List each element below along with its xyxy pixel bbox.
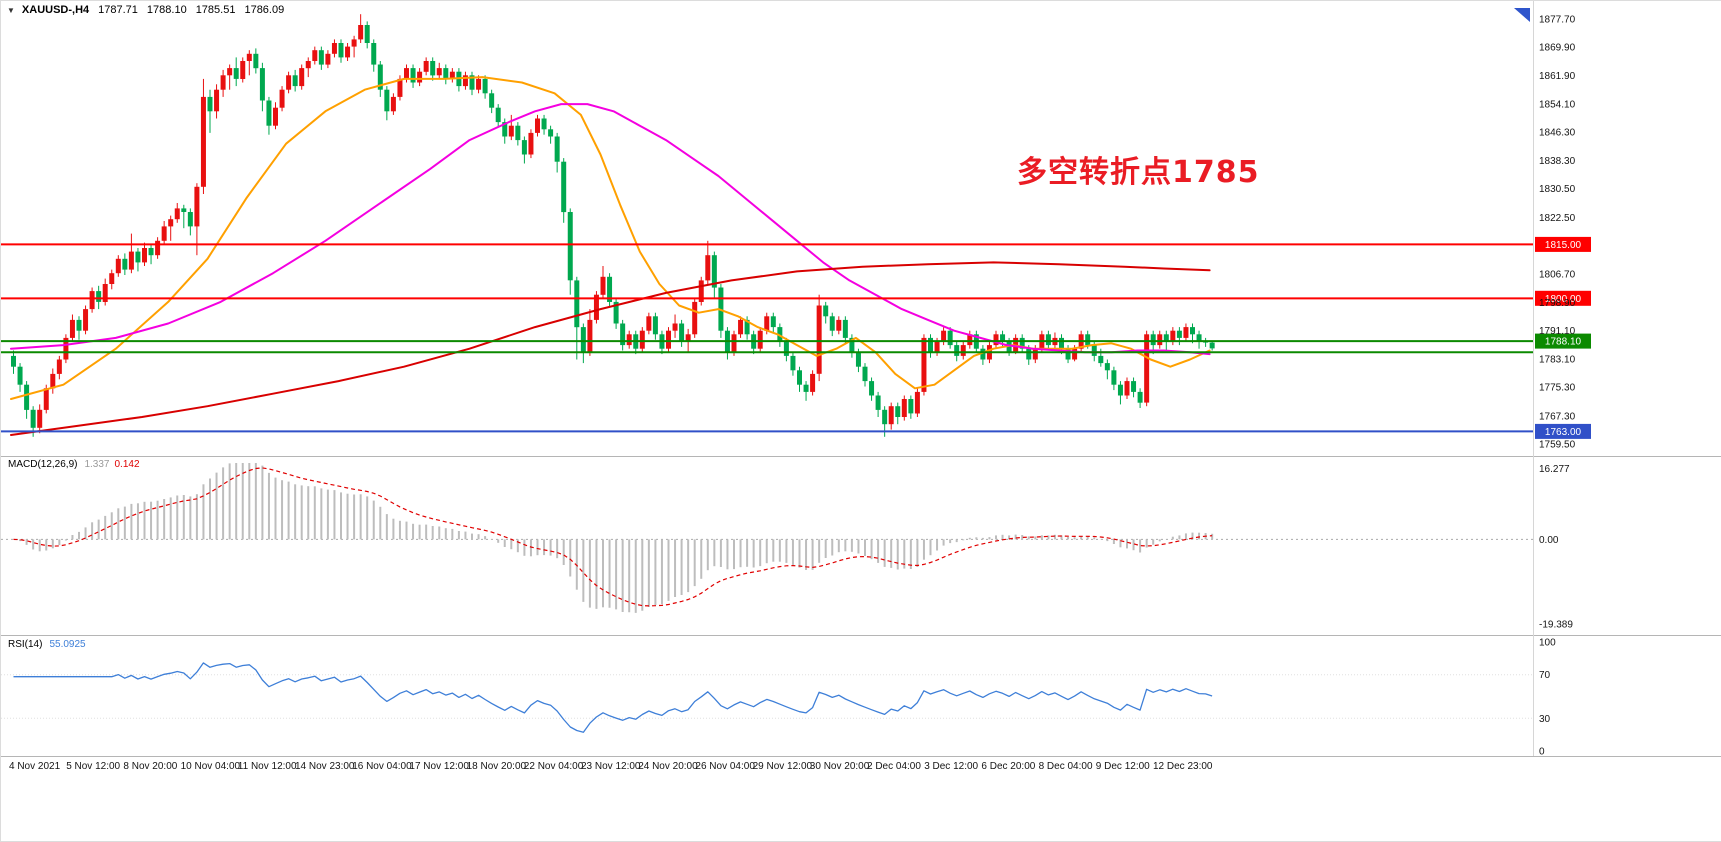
rsi-axis-tick: 0 <box>1539 747 1545 758</box>
resistance-line-1800-badge <box>1535 290 1591 306</box>
price-tick: 1830.50 <box>1539 184 1576 195</box>
support-line-1763-badge-label: 1763.00 <box>1545 427 1582 438</box>
rsi-value: 55.0925 <box>49 639 86 650</box>
macd-signal-line <box>13 467 1213 607</box>
time-axis-label: 26 Nov 04:00 <box>695 761 755 772</box>
close-value: 1786.09 <box>244 4 285 16</box>
time-axis-label: 24 Nov 20:00 <box>638 761 698 772</box>
time-axis-label: 6 Dec 20:00 <box>981 761 1035 772</box>
time-axis-label: 23 Nov 12:00 <box>581 761 641 772</box>
time-axis-label: 30 Nov 20:00 <box>810 761 870 772</box>
price-tick: 1798.90 <box>1539 298 1576 309</box>
price-tick: 1869.90 <box>1539 42 1576 53</box>
chart-shift-marker-icon[interactable] <box>1514 8 1530 22</box>
resistance-line-1815-badge <box>1535 236 1591 252</box>
support-line-1763-badge <box>1535 423 1591 439</box>
time-axis-label: 3 Dec 12:00 <box>924 761 978 772</box>
time-axis-label: 9 Dec 12:00 <box>1096 761 1150 772</box>
support-zone-upper-1788-badge-label: 1788.10 <box>1545 337 1582 348</box>
price-tick: 1854.10 <box>1539 99 1576 110</box>
rsi-indicator-label: RSI(14) 55.0925 <box>8 639 86 650</box>
rsi-axis-tick: 100 <box>1539 638 1556 649</box>
time-axis-label: 8 Nov 20:00 <box>123 761 177 772</box>
price-tick: 1838.30 <box>1539 156 1576 167</box>
time-axis-label: 17 Nov 12:00 <box>409 761 469 772</box>
price-tick: 1775.30 <box>1539 383 1576 394</box>
price-axis-ticks[interactable]: 1877.70 1869.90 1861.90 1854.10 1846.30 1838.… <box>1539 14 1576 450</box>
macd-main-value: 1.337 <box>84 459 110 470</box>
time-axis-label: 8 Dec 04:00 <box>1039 761 1093 772</box>
price-tick: 1861.90 <box>1539 71 1576 82</box>
macd-name: MACD(12,26,9) <box>8 459 78 470</box>
macd-histogram <box>12 463 1214 613</box>
price-tick: 1791.10 <box>1539 326 1576 337</box>
price-tick: 1806.70 <box>1539 270 1576 281</box>
rsi-axis-tick: 70 <box>1539 670 1551 681</box>
macd-axis-tick: -19.389 <box>1539 620 1573 631</box>
support-zone-upper-1788-badge <box>1535 333 1591 349</box>
text-annotation-turning-point[interactable]: 多空转折点1785 <box>1017 155 1260 190</box>
time-axis-labels[interactable]: 4 Nov 2021 5 Nov 12:00 8 Nov 20:00 10 Nov 0… <box>9 761 1213 772</box>
resistance-line-1800-badge-label: 1800.00 <box>1545 294 1582 305</box>
collapse-arrow-icon[interactable]: ▼ <box>7 5 15 15</box>
candles <box>11 14 1215 437</box>
time-axis-label: 2 Dec 04:00 <box>867 761 921 772</box>
ma-mid-magenta <box>10 103 1211 356</box>
price-tick: 1759.50 <box>1539 440 1576 451</box>
time-axis-label: 10 Nov 04:00 <box>181 761 241 772</box>
ma-slow-red <box>10 261 1211 436</box>
ma-fast-orange <box>10 76 1211 400</box>
macd-indicator-label: MACD(12,26,9) 1.337 0.142 <box>8 459 140 470</box>
time-axis-label: 11 Nov 12:00 <box>238 761 297 772</box>
symbol-period-label: XAUUSD-,H4 <box>21 4 90 16</box>
macd-signal-value: 0.142 <box>114 459 140 470</box>
rsi-name: RSI(14) <box>8 639 43 650</box>
price-tick: 1767.30 <box>1539 412 1576 423</box>
time-axis-label: 4 Nov 2021 <box>9 761 61 772</box>
macd-axis-tick: 0.00 <box>1539 535 1559 546</box>
low-value: 1785.51 <box>195 4 236 16</box>
time-axis-label: 16 Nov 04:00 <box>352 761 412 772</box>
time-axis-label: 18 Nov 20:00 <box>467 761 527 772</box>
price-tick: 1846.30 <box>1539 127 1576 138</box>
time-axis-label: 14 Nov 23:00 <box>295 761 355 772</box>
time-axis-label: 22 Nov 04:00 <box>524 761 584 772</box>
price-tick: 1877.70 <box>1539 14 1576 25</box>
macd-axis-tick: 16.277 <box>1539 464 1570 475</box>
rsi-line <box>13 662 1213 733</box>
rsi-axis-tick: 30 <box>1539 714 1551 725</box>
time-axis-label: 12 Dec 23:00 <box>1153 761 1213 772</box>
open-value: 1787.71 <box>98 4 138 16</box>
price-tick: 1783.10 <box>1539 355 1576 366</box>
resistance-line-1815-badge-label: 1815.00 <box>1545 240 1582 251</box>
price-tick: 1822.50 <box>1539 213 1576 224</box>
chart-ohlc-title: ▼ XAUUSD-,H4 1787.71 1788.10 1785.51 178… <box>7 4 284 16</box>
high-value: 1788.10 <box>146 4 187 16</box>
time-axis-label: 5 Nov 12:00 <box>66 761 120 772</box>
time-axis-label: 29 Nov 12:00 <box>753 761 813 772</box>
